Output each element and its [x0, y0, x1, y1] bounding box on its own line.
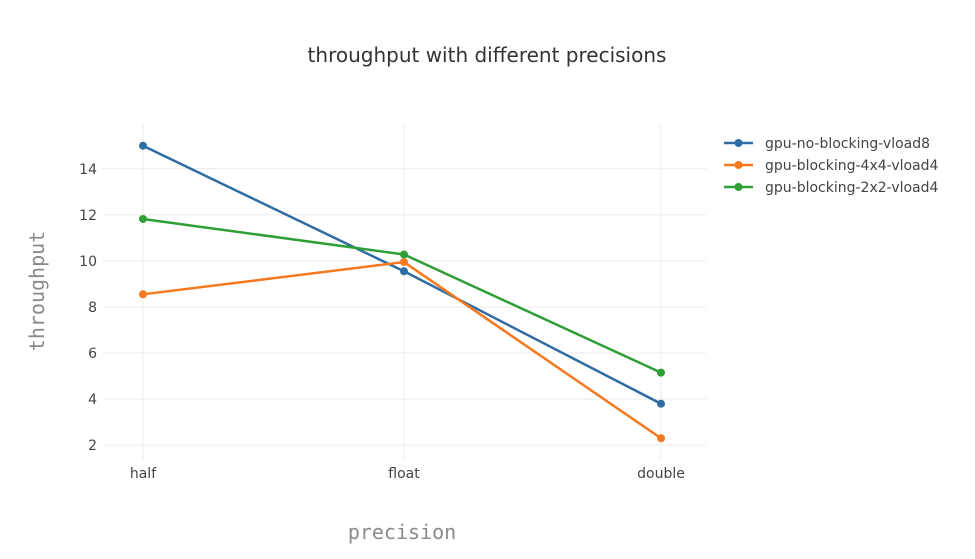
chart-title: throughput with different precisions	[308, 43, 667, 67]
y-tick-label: 14	[79, 162, 97, 178]
y-tick-label: 8	[88, 300, 97, 316]
y-axis-title: throughput	[25, 231, 49, 351]
legend-item[interactable]: gpu-blocking-2x2-vload4	[724, 180, 939, 196]
series-gpu-blocking-4x4-vload4	[139, 258, 665, 443]
series-line	[141, 260, 663, 440]
legend-item[interactable]: gpu-no-blocking-vload8	[724, 136, 930, 152]
legend-label: gpu-blocking-2x2-vload4	[765, 180, 939, 196]
legend[interactable]: gpu-no-blocking-vload8 gpu-blocking-4x4-v…	[724, 136, 939, 196]
y-tick-label: 12	[79, 208, 97, 224]
data-point[interactable]	[657, 399, 665, 408]
series-line	[141, 217, 663, 374]
data-point[interactable]	[657, 434, 665, 443]
x-axis-title: precision	[348, 520, 456, 544]
data-point[interactable]	[400, 267, 408, 276]
series-gpu-blocking-2x2-vload4	[139, 214, 665, 377]
series-gpu-no-blocking-vload8	[139, 141, 665, 408]
legend-swatch-marker	[734, 161, 743, 169]
y-tick-label: 6	[88, 346, 97, 362]
legend-swatch-marker	[734, 183, 743, 191]
legend-label: gpu-no-blocking-vload8	[765, 136, 930, 152]
legend-label: gpu-blocking-4x4-vload4	[765, 158, 939, 174]
y-tick-label: 4	[88, 392, 97, 408]
plot-area	[139, 141, 665, 443]
data-point[interactable]	[400, 250, 408, 259]
x-tick-label: double	[637, 466, 685, 482]
x-tick-label: float	[388, 466, 420, 482]
axis-ticks: half float double 2 4 6 8 10 12 14	[79, 162, 685, 482]
grid	[103, 125, 706, 459]
data-point[interactable]	[657, 368, 665, 377]
x-tick-label: half	[130, 466, 157, 482]
legend-swatch-marker	[734, 139, 743, 147]
data-point[interactable]	[139, 141, 147, 150]
data-point[interactable]	[400, 258, 408, 267]
data-point[interactable]	[139, 214, 147, 223]
y-tick-label: 2	[88, 438, 97, 454]
legend-item[interactable]: gpu-blocking-4x4-vload4	[724, 158, 939, 174]
data-point[interactable]	[139, 290, 147, 299]
y-tick-label: 10	[79, 254, 97, 270]
